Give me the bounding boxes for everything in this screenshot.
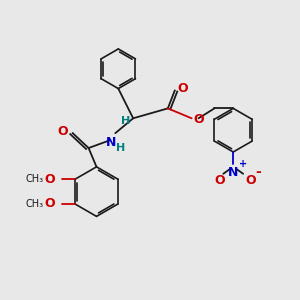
Text: O: O: [194, 113, 204, 126]
Text: CH₃: CH₃: [25, 199, 43, 209]
Text: O: O: [45, 197, 55, 211]
Text: O: O: [245, 174, 256, 187]
Text: +: +: [239, 159, 247, 169]
Text: O: O: [214, 174, 225, 187]
Text: N: N: [106, 136, 116, 149]
Text: H: H: [116, 143, 125, 153]
Text: N: N: [228, 166, 238, 179]
Text: CH₃: CH₃: [25, 174, 43, 184]
Text: O: O: [178, 82, 188, 95]
Text: O: O: [45, 173, 55, 186]
Text: H: H: [121, 116, 130, 126]
Text: -: -: [255, 165, 261, 179]
Text: O: O: [58, 125, 68, 138]
